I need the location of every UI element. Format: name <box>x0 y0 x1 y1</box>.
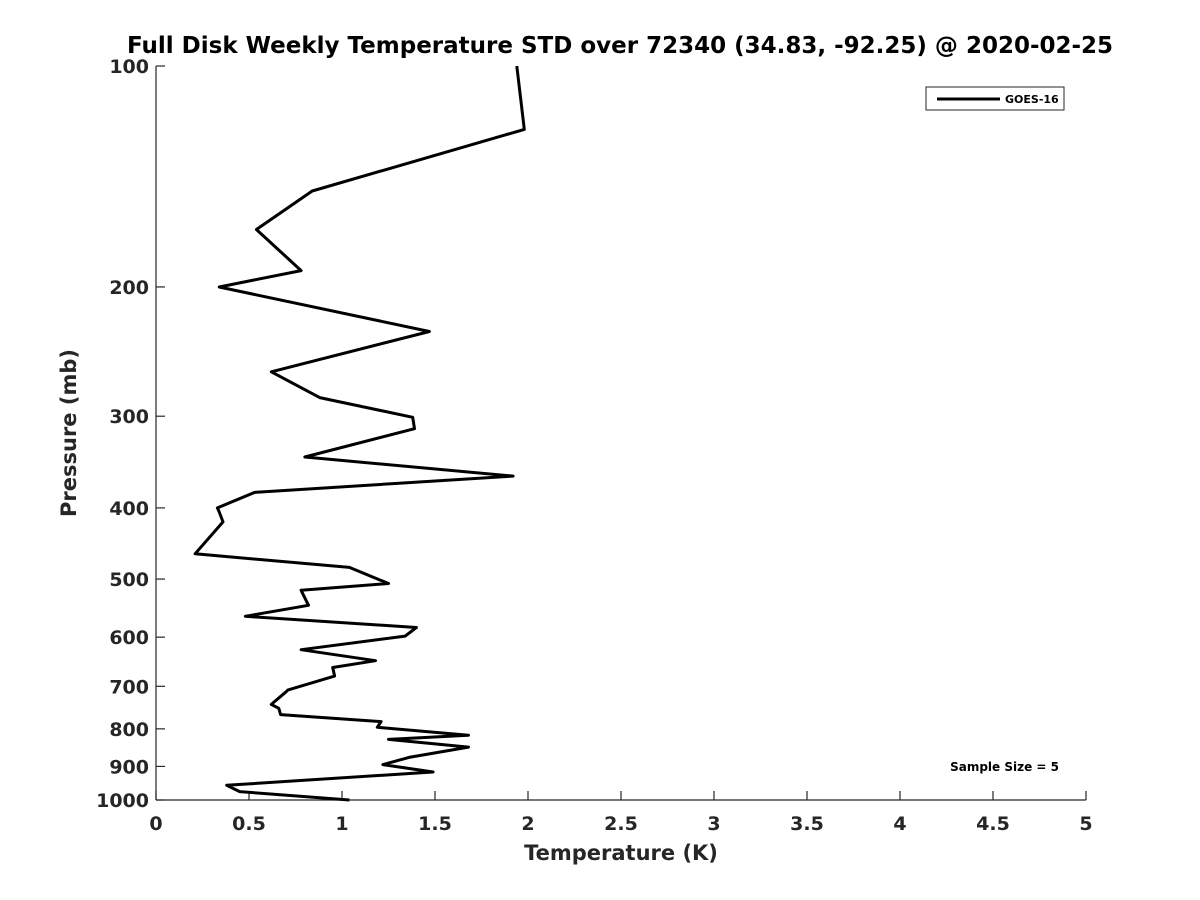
x-tick-label: 4 <box>893 813 906 835</box>
x-tick-label: 3.5 <box>790 813 824 835</box>
x-tick-label: 1 <box>335 813 348 835</box>
series-line-goes-16 <box>195 66 524 800</box>
y-tick-label: 700 <box>109 676 149 698</box>
y-tick-label: 600 <box>109 627 149 649</box>
x-tick-label: 3 <box>707 813 720 835</box>
x-tick-label: 0 <box>149 813 162 835</box>
legend: GOES-16 <box>926 87 1064 110</box>
y-tick-label: 300 <box>109 406 149 428</box>
x-ticks: 0 0.5 1 1.5 2 2.5 3 3.5 4 4.5 5 <box>149 791 1092 835</box>
y-tick-label: 1000 <box>96 790 149 812</box>
y-tick-label: 400 <box>109 498 149 520</box>
x-tick-label: 1.5 <box>418 813 452 835</box>
x-tick-label: 5 <box>1079 813 1092 835</box>
y-tick-label: 100 <box>109 56 149 78</box>
legend-label-goes-16: GOES-16 <box>1005 93 1059 106</box>
y-tick-label: 900 <box>109 756 149 778</box>
sample-size-annotation: Sample Size = 5 <box>950 760 1059 774</box>
y-ticks: 100 200 300 400 500 600 700 800 900 1000 <box>96 56 165 812</box>
x-axis-label: Temperature (K) <box>524 841 718 865</box>
x-tick-label: 4.5 <box>976 813 1010 835</box>
y-axis-label: Pressure (mb) <box>57 349 81 517</box>
temperature-std-chart: Full Disk Weekly Temperature STD over 72… <box>0 0 1200 900</box>
y-tick-label: 500 <box>109 569 149 591</box>
plot-area <box>156 66 1086 800</box>
y-tick-label: 800 <box>109 719 149 741</box>
chart-title: Full Disk Weekly Temperature STD over 72… <box>127 33 1113 59</box>
y-tick-label: 200 <box>109 277 149 299</box>
x-tick-label: 0.5 <box>232 813 266 835</box>
x-tick-label: 2 <box>521 813 534 835</box>
x-tick-label: 2.5 <box>604 813 638 835</box>
series-layer <box>195 66 524 800</box>
